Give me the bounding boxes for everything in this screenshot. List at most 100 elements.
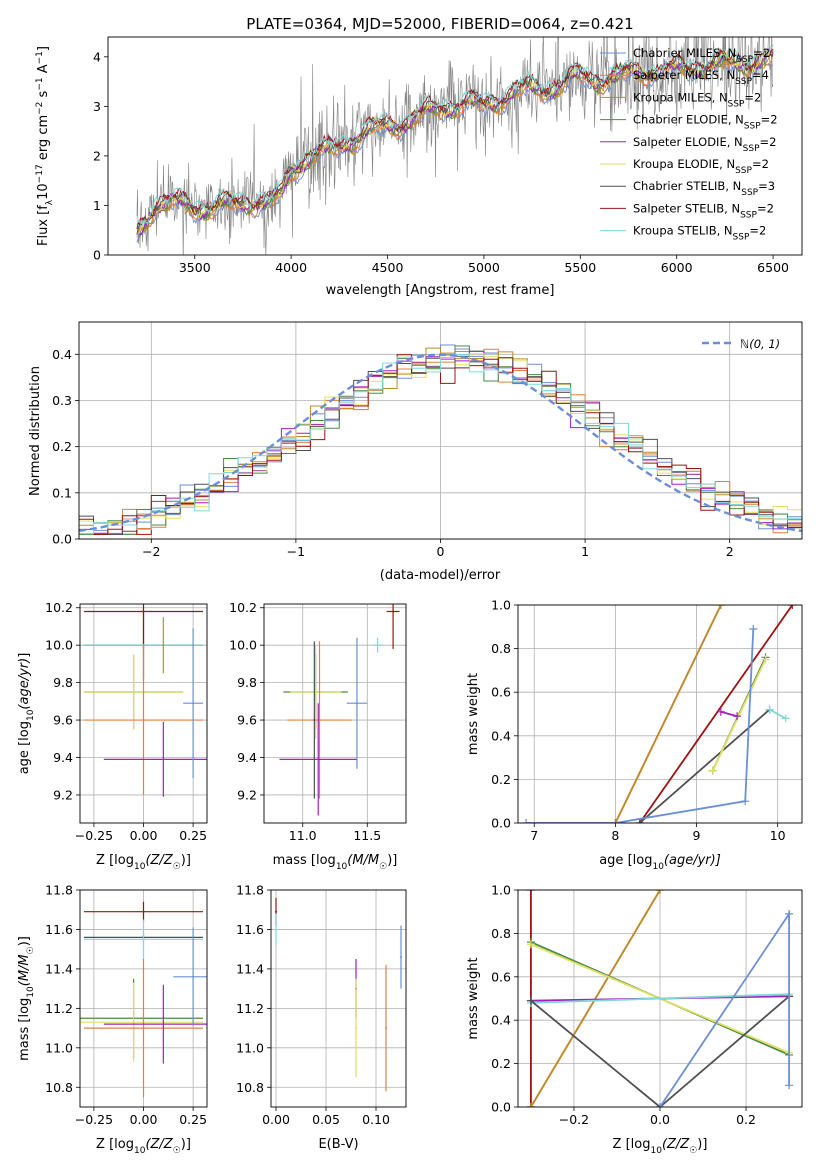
mass_vs_z-xlabel-part: )]: [181, 1137, 191, 1152]
legend-label-chabrier_miles: Chabrier MILES, NSSP=2: [633, 46, 770, 65]
age_vs_z-ylabel: age [log10(age/yr)]: [17, 653, 36, 775]
weight_vs_age-ytick-label: 0.0: [491, 816, 511, 831]
mass_vs_z-xlabel-part: ☉: [173, 1146, 181, 1156]
age_vs_z-axes: −0.25 0.00 0.25 9.2 9.4 9.6 9.8 10.0 10.2: [45, 600, 208, 843]
age_vs_z-ylabel-part: ]: [17, 653, 32, 658]
weight_vs_age-xtick-label: 8: [611, 828, 619, 843]
point-kroupa_stelib: [275, 928, 277, 931]
legend-label-kroupa_elodie-part: =2: [752, 157, 769, 171]
age_vs_mass-xlabel: mass [log10(M/M☉)]: [273, 853, 398, 872]
age_vs_z-xlabel-part: Z [log: [96, 853, 134, 868]
point-salpeter_miles: [142, 1027, 145, 1030]
weight-line-kroupa_stelib: [530, 993, 790, 1004]
mass_vs_z-ylabel: mass [log10(M/M☉)]: [17, 936, 36, 1061]
weight-marker-chabrier_stelib: [635, 819, 644, 823]
weight_vs_z-ytick-label: 0.4: [491, 1013, 511, 1028]
age_vs_z-xlabel-part: ☉: [173, 862, 181, 872]
legend-label-chabrier_elodie-part: SSP: [744, 122, 761, 132]
age_vs_z-xtick-label: 0.00: [130, 828, 158, 843]
age_vs_mass-xlabel-part: mass [log: [273, 853, 336, 868]
weight_vs_age-ytick-label: 0.4: [491, 728, 511, 743]
weight_vs_age-ytick-label: 0.8: [491, 641, 511, 656]
spectrum-xtick-label: 5500: [564, 260, 596, 275]
spectrum-ylabel-part: erg cm: [36, 115, 51, 164]
spectrum-ylabel: Flux [fλ10−17 erg cm−2 s−1 A−1]: [35, 46, 55, 246]
legend-label-chabrier_miles-part: SSP: [736, 55, 753, 65]
weight-line-salpeter_elodie: [720, 710, 738, 718]
weight-marker-kroupa_stelib: [781, 714, 790, 723]
weight_vs_age-xlabel-part: 10: [652, 862, 664, 872]
weight-marker-kroupa_stelib: [765, 705, 774, 714]
mass_vs_ebv-frame: [270, 889, 407, 1108]
spectrum-ytick-label: 3: [93, 99, 101, 114]
legend-label-salpeter_elodie-part: Salpeter ELODIE, N: [633, 135, 743, 149]
age_vs_z-plot: [83, 604, 207, 797]
age_vs_mass-ytick-label: 10.2: [229, 600, 257, 615]
legend-label-chabrier_stelib: Chabrier STELIB, NSSP=3: [633, 179, 775, 198]
age_vs_mass-ytick-label: 9.8: [237, 675, 257, 690]
mass_vs_ebv-xlabel-part: E(B-V): [318, 1137, 358, 1152]
weight-line-kroupa_elodie: [711, 659, 767, 772]
weight-marker-chabrier_stelib: [526, 996, 535, 1005]
weight_vs_age-xlabel: age [log10(age/yr)]: [599, 853, 721, 872]
point-salpeter_miles: [142, 719, 145, 722]
mass_vs_ebv-ytick-label: 11.4: [236, 961, 264, 976]
mass_vs_ebv-xtick-label: 0.00: [262, 1112, 290, 1127]
age_vs_mass-ytick-label: 9.4: [237, 750, 257, 765]
residuals-ytick-label: 0.2: [52, 439, 72, 454]
residuals-plot: [79, 344, 802, 539]
weight_vs_z-ytick-label: 0.0: [491, 1100, 511, 1115]
spectrum-plot: [136, 37, 774, 255]
legend-label-kroupa_miles: Kroupa MILES, NSSP=2: [633, 90, 761, 109]
mass_vs_z-ytick-label: 11.4: [45, 961, 73, 976]
weight_vs_age-frame: [517, 604, 803, 824]
spectrum-xtick-label: 6500: [757, 260, 789, 275]
spectrum-title: PLATE=0364, MJD=52000, FIBERID=0064, z=0…: [246, 15, 633, 33]
weight_vs_age-plot: [522, 605, 797, 823]
mass_vs_z-xlabel-part: (Z/Z: [145, 1137, 173, 1152]
spectrum-ylabel-part: ]: [36, 46, 51, 51]
mass_vs_z-xlabel-part: 10: [134, 1146, 146, 1156]
age_vs_mass-xlabel-part: ☉: [379, 862, 387, 872]
point-salpeter_elodie: [317, 758, 320, 761]
age_vs_z-xlabel-part: )]: [181, 853, 191, 868]
weight-marker-salpeter_stelib: [526, 890, 535, 894]
legend-label-chabrier_elodie: Chabrier ELODIE, NSSP=2: [633, 113, 778, 132]
spectrum-xtick-label: 6000: [661, 260, 693, 275]
legend-label-chabrier_stelib-part: =3: [758, 179, 775, 193]
age_vs_z-xlabel-part: 10: [134, 862, 146, 872]
weight-marker-chabrier_miles: [741, 797, 750, 806]
point-salpeter_miles: [318, 719, 321, 722]
legend-label-kroupa_miles-part: SSP: [728, 99, 745, 109]
point-salpeter_miles: [385, 1027, 387, 1030]
age_vs_mass-xtick-label: 11.0: [289, 828, 317, 843]
weight_vs_z-xtick-label: 0.2: [736, 1112, 756, 1127]
spectrum-xlabel: wavelength [Angstrom, rest frame]: [326, 283, 555, 298]
age_vs_z-ytick-label: 9.6: [53, 713, 73, 728]
point-kroupa_miles: [162, 644, 165, 647]
legend-label-kroupa_miles-part: Kroupa MILES, N: [633, 90, 728, 104]
weight-line-chabrier_miles: [659, 910, 790, 1107]
age_vs_z-xtick-label: −0.25: [75, 828, 113, 843]
age_vs_mass-grid: [264, 604, 406, 823]
weight_vs_z-frame: [517, 889, 803, 1108]
age_vs_z-xlabel-part: (Z/Z: [145, 853, 173, 868]
spectrum-ylabel-part: −1: [35, 51, 45, 64]
point-chabrier_stelib: [313, 719, 316, 722]
gauss-legend-label: ℕ(0, 1): [740, 337, 780, 351]
mass_vs_z-xtick-label: −0.25: [75, 1112, 113, 1127]
legend-label-kroupa_elodie-part: SSP: [735, 166, 752, 176]
age_vs_z-ylabel-part: (age/yr): [17, 658, 32, 710]
mass_vs_ebv-xtick-label: 0.05: [312, 1112, 340, 1127]
mass_vs_z-ytick-label: 11.0: [45, 1040, 73, 1055]
point-salpeter_elodie: [162, 758, 165, 761]
spectrum-ylabel-part: Flux [f: [36, 205, 51, 246]
age_vs_z-xlabel: Z [log10(Z/Z☉)]: [96, 853, 191, 872]
mass_vs_z-ylabel-part: mass [log: [17, 998, 32, 1061]
spectrum-frame: [107, 36, 803, 256]
point-salpeter_stelib: [392, 610, 395, 613]
legend-label-chabrier_stelib-part: SSP: [741, 188, 758, 198]
mass_vs_z-ytick-label: 11.6: [45, 922, 73, 937]
legend-label-salpeter_elodie-part: SSP: [743, 144, 760, 154]
age_vs_z-frame: [79, 603, 208, 824]
